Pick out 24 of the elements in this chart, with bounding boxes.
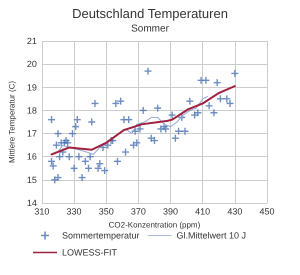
legend-label: Sommertemperatur [62,230,140,240]
x-tick-label: 410 [195,206,210,216]
y-tick-label: 14 [26,198,37,208]
legend-label: LOWESS-FIT [62,248,118,258]
chart-subtitle: Sommer [131,24,170,34]
legend-label: Gl.Mittelwert 10 J [176,230,246,240]
x-tick-label: 330 [66,206,82,216]
y-tick-label: 21 [26,36,37,46]
y-tick-label: 19 [26,82,37,92]
x-tick-label: 350 [98,206,114,216]
x-tick-label: 450 [259,206,275,216]
x-tick-label: 370 [130,206,146,216]
x-tick-label: 430 [227,206,242,216]
y-tick-label: 15 [26,174,37,185]
y-tick-label: 20 [26,59,37,70]
x-tick-label: 390 [163,206,178,216]
x-tick-label: 310 [34,206,50,216]
chart-title: Deutschland Temperaturen [72,6,228,21]
y-axis-title: Mittlere Temperatur (C) [8,80,16,164]
y-tick-label: 18 [26,105,37,116]
y-tick-label: 16 [26,152,37,162]
line-series [50,85,236,156]
x-axis-title: CO2-Konzentration (ppm) [108,220,201,230]
y-tick-label: 17 [26,128,37,139]
